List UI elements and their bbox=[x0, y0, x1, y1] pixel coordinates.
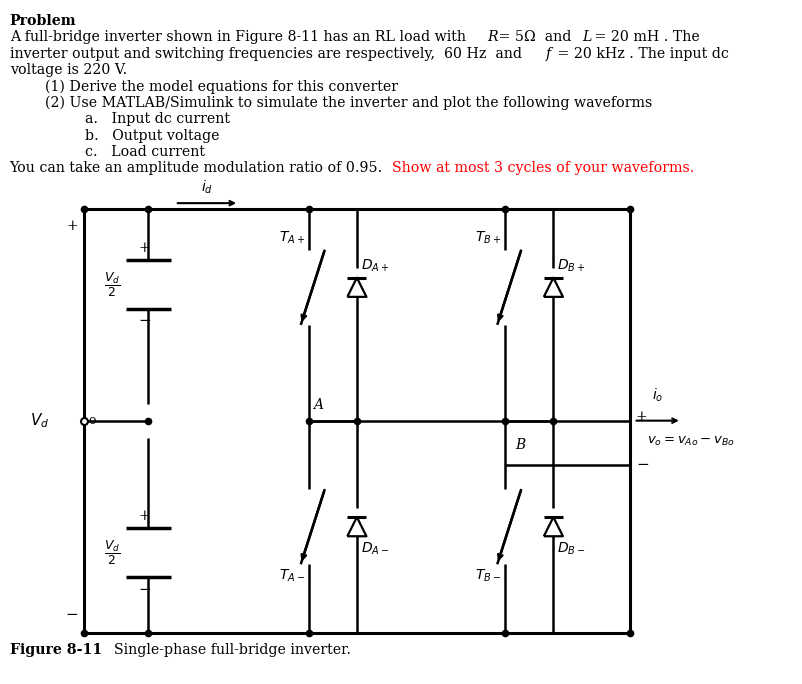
Text: $V_d$: $V_d$ bbox=[30, 411, 50, 430]
Text: A: A bbox=[313, 399, 322, 412]
Text: +: + bbox=[67, 219, 78, 233]
Text: Figure 8-11: Figure 8-11 bbox=[10, 643, 102, 657]
Text: c.   Load current: c. Load current bbox=[85, 145, 205, 159]
Text: = 5Ω  and: = 5Ω and bbox=[494, 30, 581, 44]
Text: −: − bbox=[138, 583, 151, 596]
Text: Show at most 3 cycles of your waveforms.: Show at most 3 cycles of your waveforms. bbox=[391, 161, 694, 175]
Text: Problem: Problem bbox=[10, 14, 76, 27]
Text: $D_{A+}$: $D_{A+}$ bbox=[361, 257, 389, 274]
Text: +: + bbox=[139, 509, 150, 523]
Text: $D_{B-}$: $D_{B-}$ bbox=[557, 540, 585, 557]
Text: $T_{B+}$: $T_{B+}$ bbox=[476, 230, 501, 246]
Text: −: − bbox=[65, 609, 78, 622]
Text: −: − bbox=[636, 458, 649, 472]
Text: $v_o = v_{Ao} - v_{Bo}$: $v_o = v_{Ao} - v_{Bo}$ bbox=[647, 434, 735, 448]
Text: $T_{A+}$: $T_{A+}$ bbox=[279, 230, 305, 246]
Text: (1) Derive the model equations for this converter: (1) Derive the model equations for this … bbox=[45, 79, 398, 94]
Text: R: R bbox=[487, 30, 497, 44]
Text: Single-phase full-bridge inverter.: Single-phase full-bridge inverter. bbox=[105, 643, 351, 657]
Text: $D_{A-}$: $D_{A-}$ bbox=[361, 540, 389, 557]
Text: a.   Input dc current: a. Input dc current bbox=[85, 112, 230, 126]
Text: −: − bbox=[138, 315, 151, 328]
Text: B: B bbox=[515, 438, 525, 451]
Text: o: o bbox=[88, 414, 95, 428]
Text: inverter output and switching frequencies are respectively,  60 Hz  and: inverter output and switching frequencie… bbox=[10, 47, 531, 60]
Text: $i_o$: $i_o$ bbox=[652, 386, 663, 404]
Text: A full-bridge inverter shown in Figure 8-11 has an RL load with: A full-bridge inverter shown in Figure 8… bbox=[10, 30, 475, 44]
Text: $\dfrac{V_d}{2}$: $\dfrac{V_d}{2}$ bbox=[104, 271, 120, 298]
Text: $i_d$: $i_d$ bbox=[200, 179, 213, 196]
Text: +: + bbox=[139, 241, 150, 254]
Text: L: L bbox=[582, 30, 592, 44]
Text: $T_{A-}$: $T_{A-}$ bbox=[278, 568, 305, 584]
Text: = 20 mH . The: = 20 mH . The bbox=[589, 30, 699, 44]
Text: voltage is 220 V.: voltage is 220 V. bbox=[10, 63, 127, 77]
Text: $\dfrac{V_d}{2}$: $\dfrac{V_d}{2}$ bbox=[104, 539, 120, 566]
Text: = 20 kHz . The input dc: = 20 kHz . The input dc bbox=[553, 47, 729, 60]
Text: +: + bbox=[636, 410, 647, 424]
Text: b.   Output voltage: b. Output voltage bbox=[85, 129, 220, 142]
Text: f: f bbox=[545, 47, 551, 60]
Text: You can take an amplitude modulation ratio of 0.95.: You can take an amplitude modulation rat… bbox=[10, 161, 387, 175]
Text: $T_{B-}$: $T_{B-}$ bbox=[475, 568, 501, 584]
Text: $D_{B+}$: $D_{B+}$ bbox=[557, 257, 585, 274]
Text: (2) Use MATLAB/Simulink to simulate the inverter and plot the following waveform: (2) Use MATLAB/Simulink to simulate the … bbox=[45, 96, 652, 110]
